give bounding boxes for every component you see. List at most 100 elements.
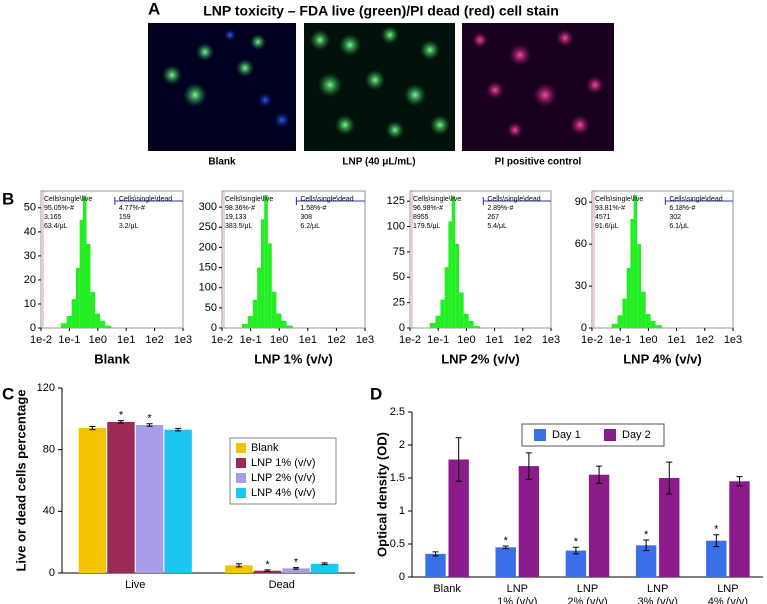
x-tick-label: 1e2 <box>145 334 163 346</box>
chart-title: LNP 1% (v/v) <box>254 351 333 366</box>
panel-label: A <box>148 0 160 18</box>
histogram-bar <box>271 291 277 328</box>
y-tick-label: 25 <box>393 297 405 309</box>
y-tick-label: 0.5 <box>390 538 405 550</box>
y-tick-label: 40 <box>24 226 36 238</box>
x-tick-label: 1e1 <box>485 334 503 346</box>
histogram-bar <box>252 299 258 328</box>
gate-text: 1.58%-# <box>300 205 326 212</box>
y-tick-label: 0 <box>49 567 55 579</box>
histogram-bar <box>71 299 76 328</box>
legend-label: LNP 4% (v/v) <box>251 487 316 499</box>
x-tick-label: 1e3 <box>174 334 192 346</box>
chart-title: LNP 2% (v/v) <box>441 351 520 366</box>
histogram-bar <box>60 323 67 328</box>
error-bar <box>525 452 532 480</box>
legend-label: Blank <box>251 442 279 454</box>
error-bar <box>596 465 603 484</box>
legend-label: LNP 1% (v/v) <box>251 457 316 469</box>
x-tick-label: 1e-1 <box>58 334 80 346</box>
x-tick-label: 1e-2 <box>211 334 233 346</box>
significance-marker: * <box>147 413 152 425</box>
histogram-bar <box>451 196 456 328</box>
histogram-bar <box>633 195 638 328</box>
y-tick-label: 2.5 <box>390 406 405 418</box>
error-bar <box>432 551 439 557</box>
error-bar <box>666 461 673 495</box>
histogram-bar <box>66 315 72 328</box>
error-bar <box>117 420 124 424</box>
error-bar <box>736 476 743 487</box>
x-tick-label: 1e-1 <box>609 334 631 346</box>
x-tick-label: 1e2 <box>514 334 532 346</box>
histogram-bar <box>630 218 634 328</box>
bar <box>164 429 192 573</box>
significance-marker: * <box>119 410 124 422</box>
gate-text: 8955 <box>413 214 429 221</box>
x-tick-label: 3% (v/v) <box>638 596 678 604</box>
error-bar <box>264 569 271 572</box>
gate-text: 5.4/μL <box>487 223 507 230</box>
histogram-bar <box>82 195 87 328</box>
bar <box>495 547 516 577</box>
x-tick-label: 1e-1 <box>240 334 262 346</box>
bar <box>706 540 727 577</box>
x-tick-label: 1e1 <box>299 334 317 346</box>
legend-box <box>229 437 337 505</box>
gate-text: Cells\single\live <box>595 196 643 203</box>
histogram-bar <box>260 219 265 328</box>
legend-swatch <box>236 443 246 453</box>
histogram-bar <box>622 298 627 328</box>
error-bar <box>89 426 96 431</box>
histogram-bar <box>241 323 248 328</box>
x-tick-label: LNP <box>647 583 668 595</box>
y-tick-label: 0 <box>30 322 36 334</box>
y-tick-label: 0 <box>399 322 405 334</box>
gate-text: 2.89%-# <box>487 205 513 212</box>
panel-a-title: LNP toxicity – FDA live (green)/PI dead … <box>203 3 559 19</box>
x-tick-label: 1e3 <box>724 334 742 346</box>
histogram-bar <box>276 313 282 328</box>
error-bar <box>572 546 579 555</box>
histogram-bar <box>611 323 618 328</box>
error-bar <box>146 423 153 427</box>
gate-text: Cells\single\live <box>413 196 461 203</box>
histogram-bar <box>281 320 287 328</box>
x-tick-label: Blank <box>433 583 461 595</box>
x-tick-label: 1e2 <box>327 334 345 346</box>
significance-marker: * <box>714 524 719 536</box>
error-bar <box>455 437 462 482</box>
x-tick-label: 1e3 <box>542 334 560 346</box>
x-tick-label: 1e1 <box>117 334 135 346</box>
histogram-bar <box>247 315 253 328</box>
error-bar <box>643 539 650 552</box>
y-tick-label: 10 <box>24 298 36 310</box>
histogram-bar <box>257 267 261 328</box>
histogram-bar <box>655 325 662 328</box>
x-tick-label: 1e-2 <box>399 334 421 346</box>
y-tick-label: 0 <box>581 322 587 334</box>
histogram-bar <box>267 243 272 328</box>
gate-text: 3,165 <box>44 214 62 221</box>
error-bar <box>293 567 300 570</box>
x-tick-label: 1% (v/v) <box>497 596 537 604</box>
bar <box>659 478 680 577</box>
gate-text: 6.2/μL <box>300 223 320 230</box>
y-tick-label: 30 <box>575 280 587 292</box>
y-tick-label: 20 <box>24 274 36 286</box>
legend-swatch <box>236 458 246 468</box>
histogram-bar <box>86 243 91 328</box>
histogram-bar <box>435 315 441 328</box>
image-label: Blank <box>208 157 236 168</box>
x-tick-label: 1e0 <box>457 334 475 346</box>
y-tick-label: 75 <box>393 246 405 258</box>
gate-text: 3.2/μL <box>119 223 139 230</box>
y-tick-label: 200 <box>199 241 217 253</box>
significance-marker: * <box>644 529 649 541</box>
histogram-bar <box>463 313 469 328</box>
x-tick-label: 1e-1 <box>427 334 449 346</box>
gate-text: Cells\single\dead <box>669 196 722 203</box>
error-bar <box>175 427 182 432</box>
histogram-bar <box>105 325 112 328</box>
